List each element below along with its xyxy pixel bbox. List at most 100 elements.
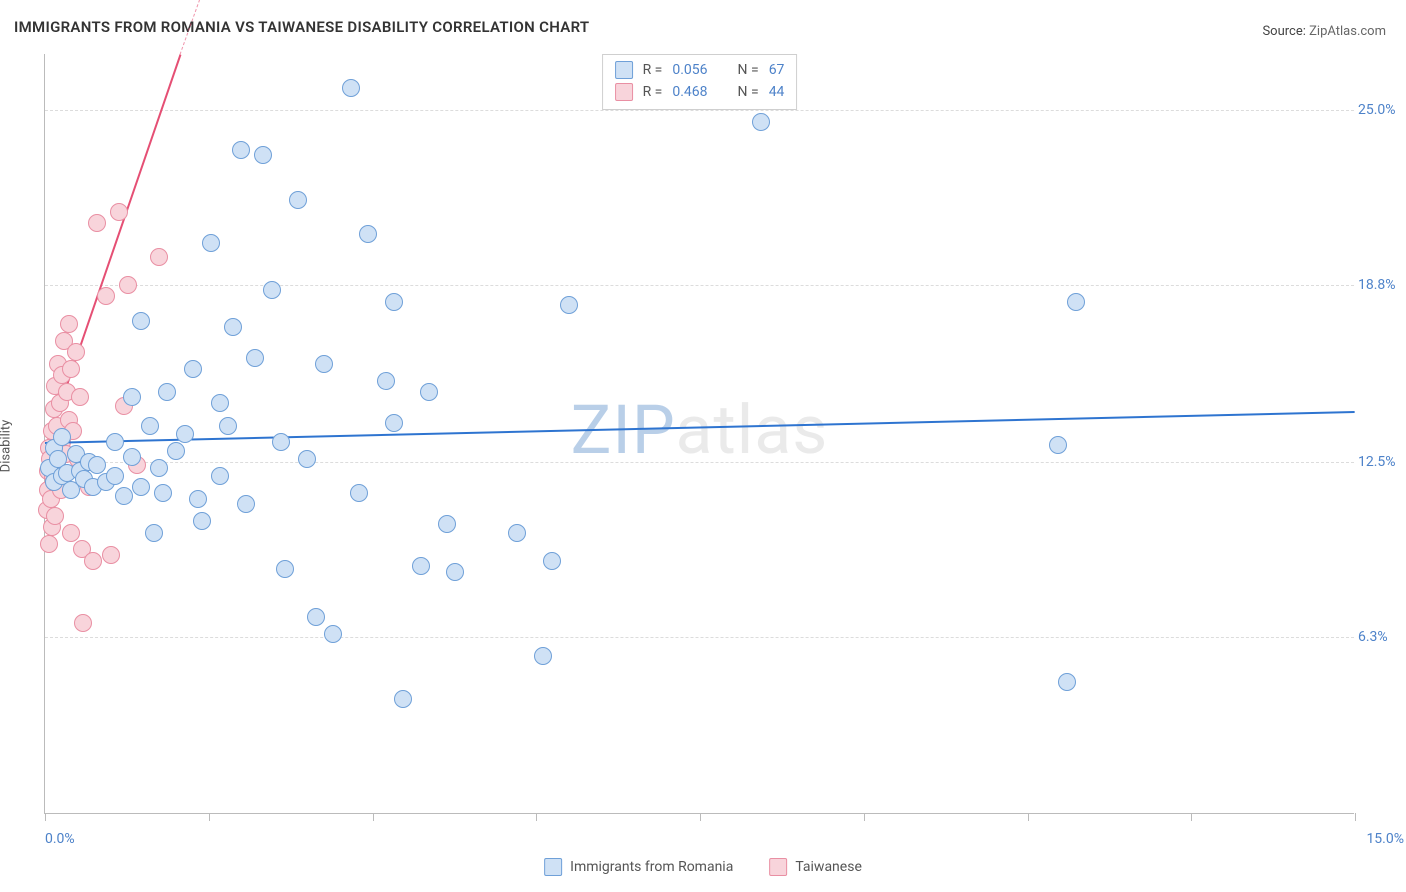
data-point: [46, 507, 64, 525]
data-point: [53, 428, 71, 446]
data-point: [71, 388, 89, 406]
data-point: [189, 490, 207, 508]
legend-label: Immigrants from Romania: [570, 859, 733, 875]
data-point: [211, 394, 229, 412]
r-value: 0.056: [672, 59, 707, 81]
source-value: ZipAtlas.com: [1309, 24, 1386, 39]
y-tick-label: 25.0%: [1358, 102, 1404, 118]
data-point: [446, 563, 464, 581]
data-point: [342, 79, 360, 97]
data-point: [67, 343, 85, 361]
series-legend: Immigrants from Romania Taiwanese: [544, 858, 862, 876]
source-credit: Source: ZipAtlas.com: [1262, 24, 1386, 39]
y-tick-label: 18.8%: [1358, 277, 1404, 293]
data-point: [385, 414, 403, 432]
data-point: [154, 484, 172, 502]
x-tick: [209, 813, 210, 821]
data-point: [123, 448, 141, 466]
x-tick: [373, 813, 374, 821]
data-point: [202, 234, 220, 252]
data-point: [97, 287, 115, 305]
stats-row: R =0.056N =67: [615, 59, 785, 81]
legend-swatch: [544, 858, 562, 876]
data-point: [141, 417, 159, 435]
data-point: [211, 467, 229, 485]
chart-container: IMMIGRANTS FROM ROMANIA VS TAIWANESE DIS…: [0, 0, 1406, 892]
data-point: [246, 349, 264, 367]
n-value: 44: [769, 81, 785, 103]
x-tick: [1028, 813, 1029, 821]
x-end-label: 15.0%: [1366, 831, 1404, 847]
data-point: [289, 191, 307, 209]
data-point: [119, 276, 137, 294]
data-point: [307, 608, 325, 626]
data-point: [106, 467, 124, 485]
x-tick: [1355, 813, 1356, 821]
legend-swatch: [769, 858, 787, 876]
data-point: [106, 433, 124, 451]
x-tick: [700, 813, 701, 821]
data-point: [193, 512, 211, 530]
data-point: [167, 442, 185, 460]
r-label: R =: [643, 81, 663, 103]
data-point: [385, 293, 403, 311]
data-point: [184, 360, 202, 378]
data-point: [315, 355, 333, 373]
data-point: [752, 113, 770, 131]
data-point: [263, 281, 281, 299]
watermark-right: atlas: [675, 390, 828, 470]
legend-label: Taiwanese: [795, 859, 862, 875]
data-point: [420, 383, 438, 401]
data-point: [394, 690, 412, 708]
data-point: [276, 560, 294, 578]
r-value: 0.468: [672, 81, 707, 103]
data-point: [145, 524, 163, 542]
data-point: [115, 487, 133, 505]
legend-item: Immigrants from Romania: [544, 858, 733, 876]
data-point: [158, 383, 176, 401]
data-point: [40, 535, 58, 553]
n-value: 67: [769, 59, 785, 81]
data-point: [350, 484, 368, 502]
x-start-label: 0.0%: [45, 831, 75, 847]
data-point: [150, 248, 168, 266]
plot-area: ZIPatlas R =0.056N =67R =0.468N =44 6.3%…: [44, 54, 1354, 814]
x-tick: [536, 813, 537, 821]
stats-row: R =0.468N =44: [615, 81, 785, 103]
data-point: [254, 146, 272, 164]
data-point: [543, 552, 561, 570]
data-point: [324, 625, 342, 643]
data-point: [62, 360, 80, 378]
data-point: [150, 459, 168, 477]
data-point: [1049, 436, 1067, 454]
x-tick: [45, 813, 46, 821]
source-label: Source:: [1262, 24, 1305, 39]
data-point: [110, 203, 128, 221]
x-tick: [864, 813, 865, 821]
data-point: [232, 141, 250, 159]
legend-swatch: [615, 83, 633, 101]
data-point: [438, 515, 456, 533]
data-point: [508, 524, 526, 542]
data-point: [1058, 673, 1076, 691]
gridline: [45, 637, 1354, 638]
chart-title: IMMIGRANTS FROM ROMANIA VS TAIWANESE DIS…: [14, 18, 589, 36]
data-point: [412, 557, 430, 575]
data-point: [237, 495, 255, 513]
y-tick-label: 6.3%: [1358, 629, 1404, 645]
data-point: [132, 478, 150, 496]
data-point: [132, 312, 150, 330]
data-point: [62, 524, 80, 542]
data-point: [88, 214, 106, 232]
gridline: [45, 110, 1354, 111]
data-point: [88, 456, 106, 474]
y-tick-label: 12.5%: [1358, 454, 1404, 470]
data-point: [272, 433, 290, 451]
data-point: [224, 318, 242, 336]
data-point: [176, 425, 194, 443]
data-point: [84, 552, 102, 570]
data-point: [219, 417, 237, 435]
x-tick: [1191, 813, 1192, 821]
gridline: [45, 462, 1354, 463]
legend-item: Taiwanese: [769, 858, 862, 876]
